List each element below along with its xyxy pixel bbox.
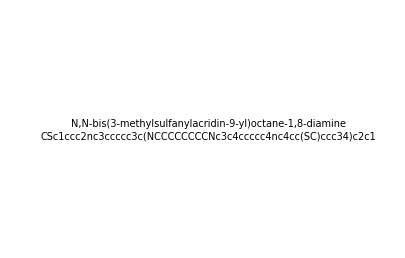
Text: N,N-bis(3-methylsulfanylacridin-9-yl)octane-1,8-diamine
CSc1ccc2nc3ccccc3c(NCCCC: N,N-bis(3-methylsulfanylacridin-9-yl)oct… — [40, 119, 375, 141]
